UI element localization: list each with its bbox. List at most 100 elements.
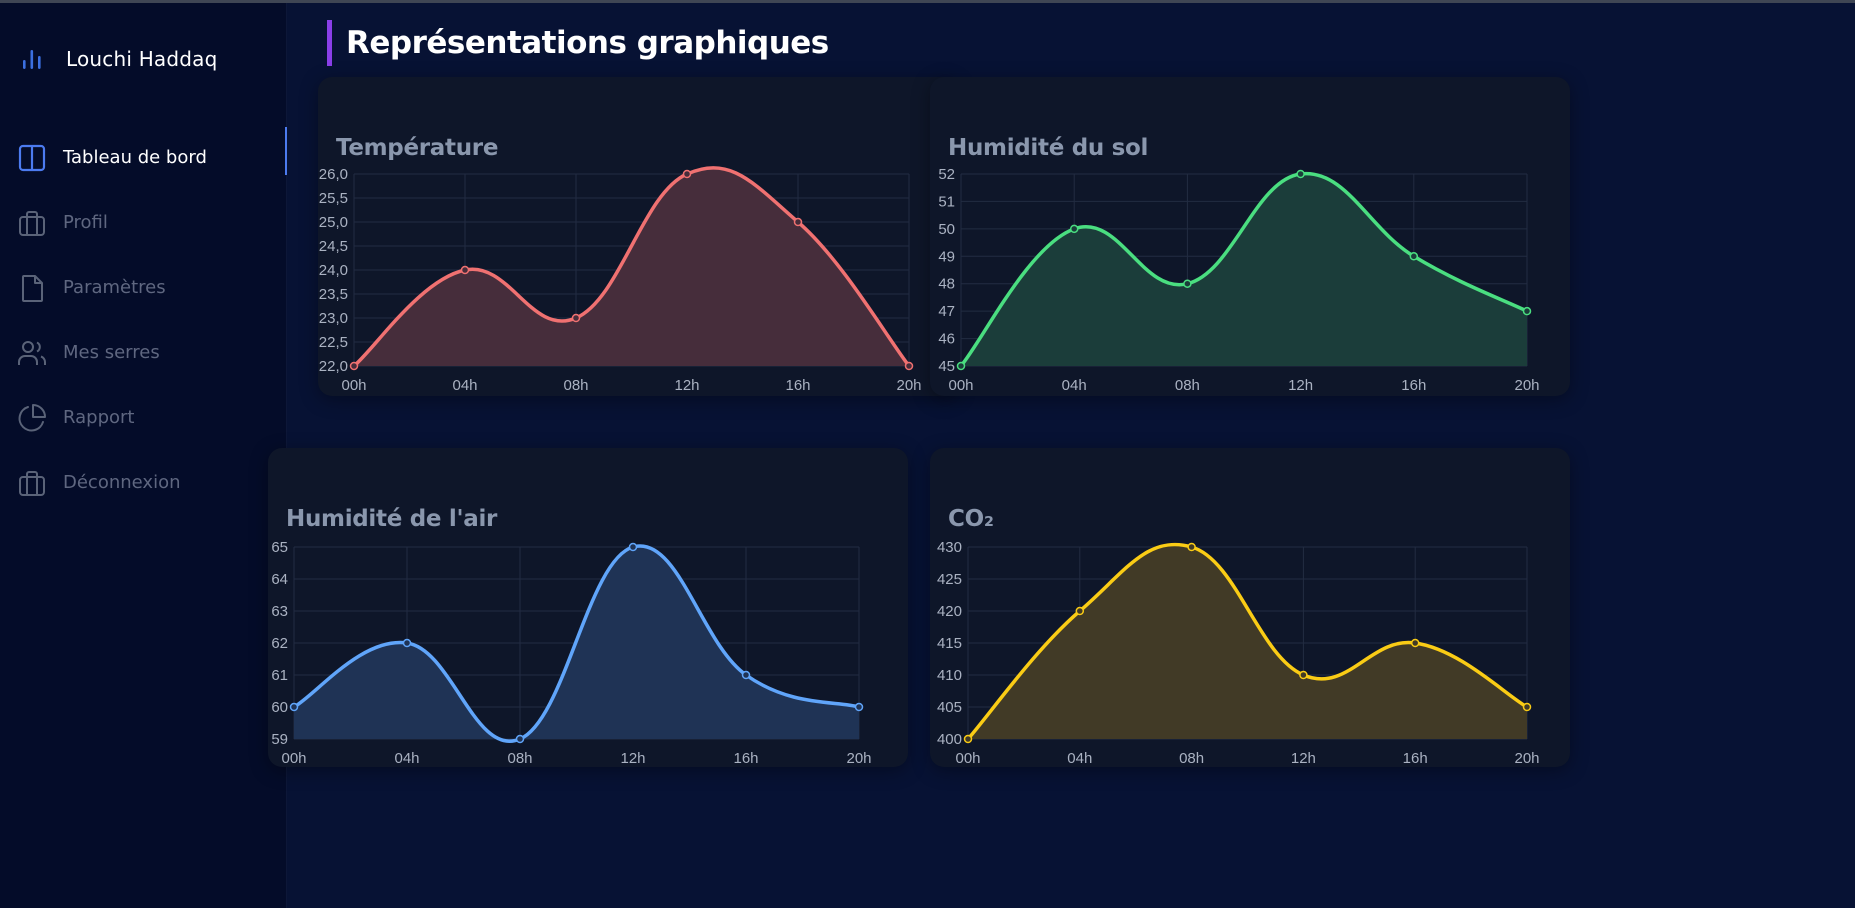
x-tick-label: 04h [452,377,477,394]
y-tick-label: 22,5 [319,334,348,351]
file-icon [22,274,43,302]
x-tick-label: 08h [563,377,588,394]
columns-icon [18,144,46,171]
data-point[interactable] [1075,606,1085,616]
sidebar-item-parametres[interactable]: Paramètres [0,255,287,320]
data-point[interactable] [289,702,299,712]
y-tick-label: 49 [938,248,955,265]
data-point[interactable] [1296,169,1305,179]
data-point[interactable] [793,217,803,227]
x-tick-label: 04h [1062,377,1087,394]
x-tick-label: 00h [955,750,980,767]
brand[interactable]: Louchi Haddaq [20,47,218,71]
data-point[interactable] [963,734,973,744]
y-tick-label: 430 [937,539,962,556]
y-tick-label: 50 [938,221,955,238]
sidebar-item-mes-serres[interactable]: Mes serres [0,320,287,385]
x-tick-label: 20h [1514,377,1539,394]
y-tick-label: 48 [938,276,955,293]
y-tick-label: 420 [937,603,962,620]
temperature-chart: 22,0 22,5 23,0 23,5 24,0 24,5 25,0 25,5 26,0 00h 0… [319,166,922,394]
y-tick-label: 65 [271,539,288,556]
data-point[interactable] [854,702,864,712]
data-point[interactable] [515,734,525,744]
air-humidity-chart: 59 60 61 62 63 64 65 00h 04h 08h 12h 16h 20h [271,539,871,767]
series-area [961,173,1527,366]
co2-chart: 400 405 410 415 420 425 430 00h 04h 08h 12h 16h 20h [937,539,1540,767]
sidebar-item-label: Profil [63,212,108,233]
data-point[interactable] [904,361,914,371]
data-point[interactable] [741,670,751,680]
chart-title: CO₂ [948,506,994,532]
sidebar-item-deconnexion[interactable]: Déconnexion [0,450,287,515]
x-tick-label: 12h [674,377,699,394]
y-tick-label: 410 [937,667,962,684]
data-point[interactable] [1409,252,1419,261]
y-tick-label: 25,5 [319,190,348,207]
data-point[interactable] [1410,638,1420,648]
y-tick-label: 425 [937,571,962,588]
data-point[interactable] [1187,542,1196,552]
x-tick-label: 04h [1067,750,1092,767]
y-tick-label: 24,5 [319,238,348,255]
x-tick-label: 12h [620,750,645,767]
data-point[interactable] [1522,702,1532,712]
y-tick-label: 60 [271,699,288,716]
x-tick-label: 00h [281,750,306,767]
y-tick-label: 405 [937,699,962,716]
x-tick-label: 16h [785,377,810,394]
data-point[interactable] [349,361,359,371]
data-point[interactable] [1069,224,1079,234]
chart-card-humidite-sol: Humidité du sol 45 46 47 48 49 50 51 52 00h 04h 08… [930,77,1570,396]
briefcase-icon [19,470,45,496]
data-point[interactable] [402,638,412,648]
y-tick-label: 47 [938,303,955,320]
briefcase-icon [19,210,45,236]
sidebar-item-tableau-de-bord[interactable]: Tableau de bord [0,125,287,190]
data-point[interactable] [571,313,581,323]
y-tick-label: 25,0 [319,214,348,231]
sidebar-item-label: Rapport [63,407,135,428]
sidebar-item-label: Mes serres [63,342,160,363]
y-tick-label: 45 [938,358,955,375]
sidebar-item-profil[interactable]: Profil [0,190,287,255]
chart-card-temperature: Température 22,0 22,5 23,0 23,5 24,0 24,5 25,0… [318,77,958,396]
y-tick-label: 23,5 [319,286,348,303]
y-tick-label: 62 [271,635,288,652]
x-tick-label: 00h [341,377,366,394]
chart-title: Température [336,135,499,161]
brand-name: Louchi Haddaq [66,47,218,71]
y-tick-label: 52 [938,166,955,183]
y-tick-label: 415 [937,635,962,652]
chart-card-co2: CO₂ 400 405 410 415 420 425 430 00h 04h 08h 12h 16h… [930,448,1570,767]
y-tick-label: 61 [271,667,288,684]
chart-title: Humidité de l'air [286,506,498,532]
users-icon [18,340,46,365]
data-point[interactable] [956,361,966,371]
data-point[interactable] [682,169,692,179]
data-point[interactable] [628,542,638,552]
x-tick-label: 00h [948,377,973,394]
x-tick-label: 12h [1288,377,1313,394]
window-top-border [0,0,1855,3]
data-point[interactable] [1183,279,1192,288]
sidebar-item-rapport[interactable]: Rapport [0,385,287,450]
x-tick-label: 08h [1175,377,1200,394]
sidebar: Louchi Haddaq Tableau de bord Profil Par… [0,3,287,908]
x-tick-label: 08h [507,750,532,767]
y-tick-label: 63 [271,603,288,620]
x-tick-label: 12h [1291,750,1316,767]
sidebar-item-label: Tableau de bord [63,147,207,168]
main-content: Représentations graphiques Température 2… [268,3,1855,908]
page-title: Représentations graphiques [327,20,829,66]
sidebar-item-label: Déconnexion [63,472,181,493]
y-tick-label: 59 [271,731,288,748]
chart-card-humidite-air: Humidité de l'air 59 60 61 62 63 64 65 00h 04h 08… [268,448,908,767]
data-point[interactable] [460,265,470,275]
y-tick-label: 24,0 [319,262,348,279]
data-point[interactable] [1299,670,1308,680]
x-tick-label: 04h [394,750,419,767]
y-tick-label: 400 [937,731,962,748]
data-point[interactable] [1522,306,1532,316]
soil-humidity-chart: 45 46 47 48 49 50 51 52 00h 04h 08h 12h 16h 20h [938,166,1539,394]
